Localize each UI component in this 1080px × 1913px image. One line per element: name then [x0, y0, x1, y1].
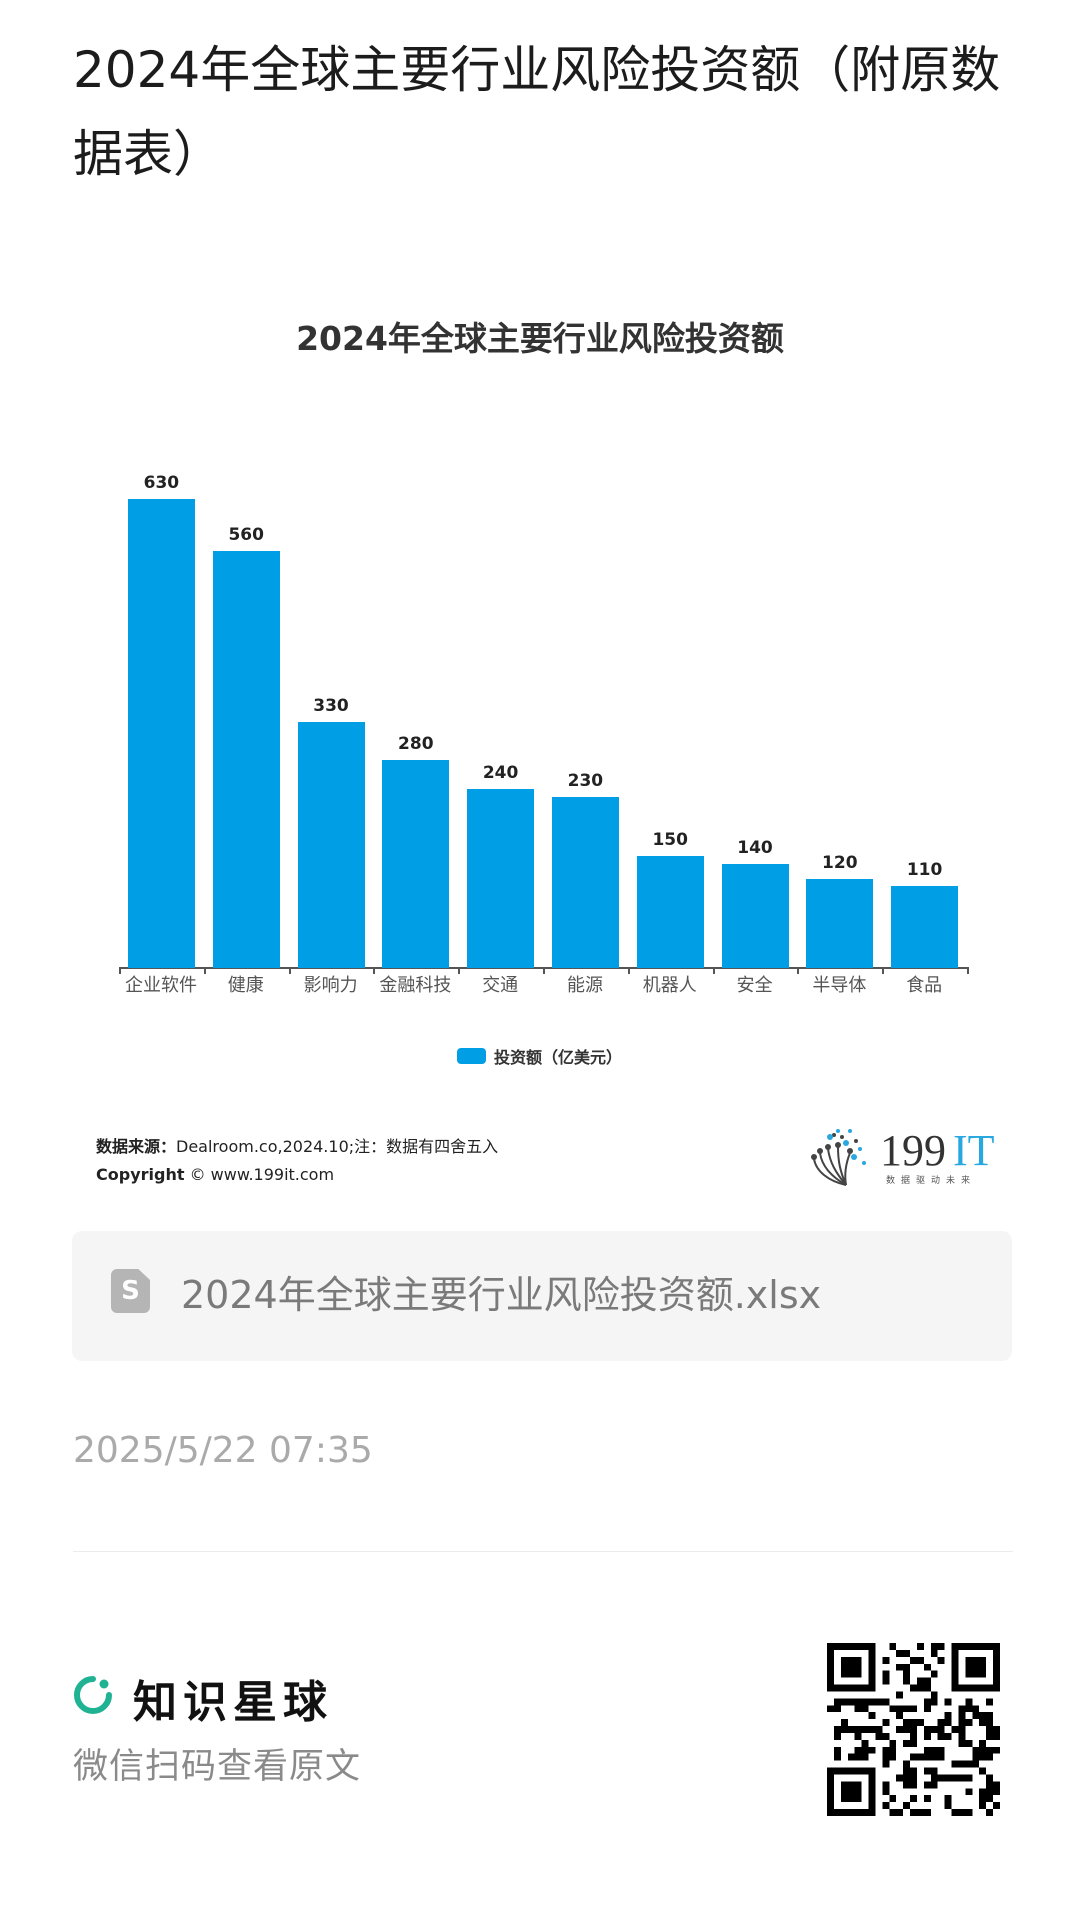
category-label: 安全 [736, 975, 773, 996]
qr-code-icon[interactable] [827, 1643, 1000, 1816]
bar-value-label: 560 [228, 525, 264, 546]
x-axis-tick [543, 967, 545, 974]
category-label: 交通 [482, 975, 519, 996]
x-axis-tick [119, 967, 121, 974]
chart-source: 数据来源：Dealroom.co,2024.10;注：数据有四舍五入 Copyr… [96, 1133, 498, 1189]
bar-value-label: 230 [567, 770, 604, 791]
x-axis-tick [627, 967, 630, 974]
x-axis-tick [967, 967, 969, 974]
category-label: 半导体 [812, 975, 867, 996]
category-label: 能源 [567, 975, 603, 996]
bar-value-label: 140 [737, 837, 773, 858]
bar [891, 886, 959, 968]
x-axis-tick [882, 967, 885, 974]
x-axis-tick [458, 967, 461, 974]
bar-value-label: 150 [652, 830, 688, 851]
bar-value-label: 630 [143, 473, 180, 493]
x-axis-tick [203, 967, 206, 974]
bar [636, 856, 704, 968]
bar-value-label: 280 [398, 733, 434, 754]
bar-value-label: 120 [822, 852, 858, 873]
divider [73, 1551, 1013, 1552]
copyright-label: Copyright [96, 1165, 185, 1184]
bar [467, 789, 535, 968]
chart-legend: 投资额（亿美元） [457, 1045, 622, 1067]
bar [212, 551, 280, 968]
chart-title: 2024年全球主要行业风险投资额 [296, 319, 784, 358]
x-axis-tick [373, 967, 376, 974]
bar [382, 759, 450, 968]
legend-swatch [457, 1048, 486, 1064]
category-label: 食品 [906, 975, 943, 996]
x-axis-tick [797, 967, 800, 974]
x-axis-tick [712, 967, 715, 974]
x-axis-tick [288, 967, 291, 974]
brand-name: 知识星球 [133, 1677, 333, 1728]
source-text: Dealroom.co,2024.10;注：数据有四舍五入 [176, 1137, 499, 1156]
bar [806, 878, 874, 968]
category-label: 金融科技 [379, 975, 452, 996]
category-label: 企业软件 [125, 975, 197, 996]
spreadsheet-file-icon: S [111, 1269, 150, 1313]
bar-value-label: 110 [906, 860, 943, 881]
bar-value-label: 240 [482, 763, 519, 784]
category-label: 机器人 [642, 975, 697, 996]
svg-text:IT: IT [953, 1126, 995, 1175]
199it-dandelion-icon: 199 IT 数据驱动未来 [811, 1126, 995, 1186]
scan-prompt: 微信扫码查看原文 [73, 1747, 362, 1787]
bar [297, 722, 365, 968]
publish-timestamp: 2025/5/22 07:35 [73, 1430, 373, 1471]
source-label: 数据来源： [96, 1137, 177, 1156]
zsxq-logo-icon [73, 1675, 113, 1715]
bar [127, 499, 195, 968]
bar-value-label: 330 [313, 696, 349, 717]
category-label: 健康 [227, 975, 264, 996]
199it-logo: 199 IT 数据驱动未来 [808, 1123, 998, 1193]
category-label: 影响力 [303, 975, 358, 996]
copyright-text: © www.199it.com [189, 1165, 335, 1184]
svg-text:199: 199 [880, 1126, 946, 1175]
bar [551, 796, 619, 968]
svg-text:数据驱动未来: 数据驱动未来 [886, 1174, 976, 1186]
attachment-file-name[interactable]: 2024年全球主要行业风险投资额.xlsx [181, 1273, 822, 1317]
attachment-card[interactable]: S 2024年全球主要行业风险投资额.xlsx [72, 1231, 1012, 1361]
page-title: 2024年全球主要行业风险投资额（附原数据表） [73, 41, 1001, 183]
legend-label: 投资额（亿美元） [494, 1048, 623, 1067]
bar [721, 863, 789, 968]
